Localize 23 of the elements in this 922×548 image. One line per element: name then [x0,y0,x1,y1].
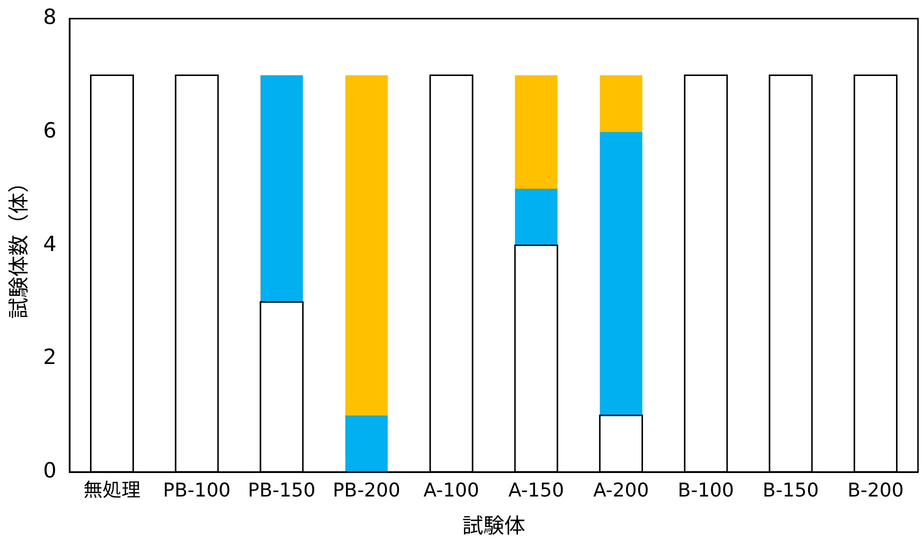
x-axis-title: 試験体 [462,514,526,538]
y-axis-title: 試験体数（体） [7,172,32,319]
bar [514,75,558,189]
y-tick-label: 2 [43,345,57,370]
bar [600,75,642,132]
bar [345,415,388,472]
y-tick-label: 8 [43,5,57,30]
x-tick-label: PB-200 [332,479,400,502]
y-tick-label: 4 [43,232,57,256]
x-tick-label: A-150 [508,479,564,502]
x-tick-label: A-200 [593,479,649,502]
bar [345,75,388,416]
x-tick-label: PB-100 [163,479,231,502]
y-tick-label: 6 [43,118,57,142]
x-tick-label: A-100 [424,479,480,502]
x-tick-label: B-200 [848,479,904,502]
x-tick-label: B-100 [678,479,734,502]
x-tick-label: PB-150 [248,479,316,502]
x-tick-label: 無処理 [83,479,140,502]
y-tick-label: 0 [43,458,57,482]
bar [514,188,558,246]
bar [600,132,642,416]
x-tick-label: B-150 [762,479,819,502]
